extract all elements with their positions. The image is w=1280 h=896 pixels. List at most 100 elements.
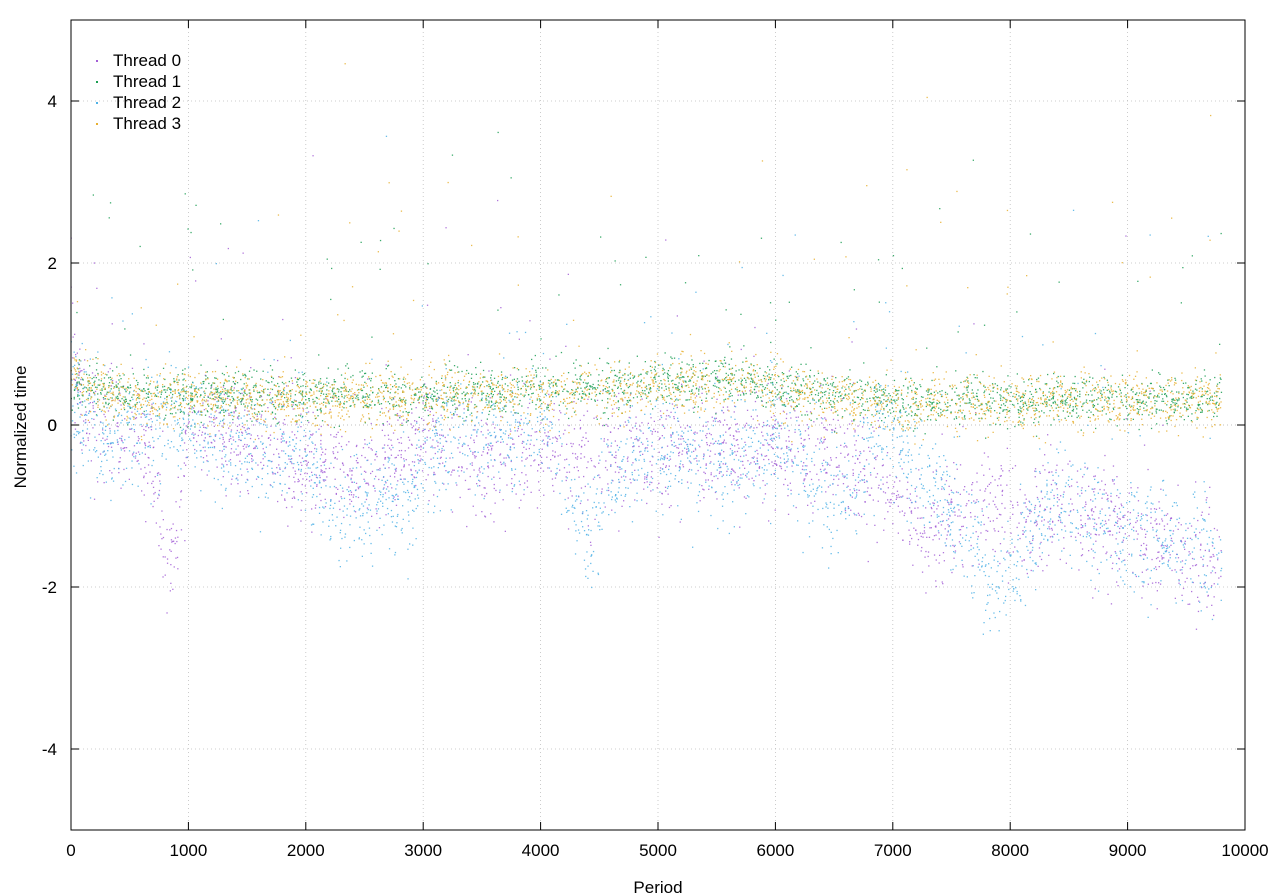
data-point [232,381,234,383]
data-point [363,478,365,480]
data-point [143,410,145,413]
data-point [267,407,269,409]
data-point [214,440,216,442]
data-point [330,434,332,436]
data-point [512,443,514,445]
data-point [490,374,492,376]
data-point [228,414,230,416]
data-point [468,400,470,403]
data-point [781,384,783,386]
data-point [645,256,647,258]
data-point [210,416,212,419]
data-point [816,473,818,475]
data-point [875,458,877,461]
data-point [377,399,380,401]
data-point [618,409,620,411]
data-point [864,390,866,392]
data-point [387,365,389,367]
data-point [471,464,473,466]
data-point [370,380,372,382]
data-point [161,510,163,512]
data-point [222,398,224,401]
data-point [1090,533,1092,535]
data-point [183,475,185,477]
data-point [253,447,255,450]
data-point [341,435,343,438]
data-point [174,389,176,391]
data-point [562,402,564,404]
data-point [1120,503,1122,505]
data-point [620,476,623,478]
data-point [904,378,907,380]
data-point [484,487,486,489]
data-point [780,428,783,430]
data-point [670,364,672,366]
data-point [786,446,788,448]
data-point [277,471,279,474]
data-point [1102,546,1104,548]
data-point [446,386,449,388]
data-point [418,397,420,399]
data-point [475,514,477,516]
data-point [1050,398,1053,400]
data-point [499,454,501,456]
data-point [144,442,146,444]
data-point [98,379,100,381]
data-point [955,417,958,420]
data-point [233,398,235,400]
data-point [1116,581,1118,583]
data-point [705,397,707,399]
data-point [227,389,229,391]
data-point [928,565,930,567]
data-point [697,376,699,378]
data-point [371,336,373,338]
data-point [233,387,235,389]
data-point [459,451,461,453]
data-point [1060,400,1062,402]
data-point [75,385,77,388]
data-point [859,379,861,381]
data-point [296,423,298,425]
data-point [578,382,580,384]
data-point [539,454,541,457]
data-point [1092,377,1094,379]
data-point [910,512,913,514]
data-point [465,416,468,418]
data-point [1218,577,1220,579]
data-point [1150,522,1152,524]
data-point [194,426,196,428]
data-point [924,433,926,435]
data-point [552,484,554,487]
data-point [1012,551,1014,553]
data-point [288,487,291,490]
data-point [505,397,507,399]
data-point [359,371,361,373]
data-point [941,433,943,435]
data-point [518,507,520,509]
data-point [234,372,237,374]
data-point [742,361,744,363]
data-point [1093,491,1095,493]
data-point [987,409,989,411]
data-point [825,428,827,431]
data-point [671,403,674,405]
data-point [823,459,825,461]
data-point [239,460,241,462]
data-point [756,397,758,399]
data-point [124,402,126,404]
data-point [907,386,909,388]
data-point [1130,487,1132,489]
data-point [137,397,139,399]
data-point [297,384,299,386]
data-point [465,400,467,402]
data-point [397,415,399,417]
data-point [102,386,104,388]
data-point [399,474,402,476]
data-point [1000,399,1002,401]
data-point [906,414,908,417]
data-point [867,487,869,489]
data-point [1029,552,1031,554]
data-point [454,393,457,395]
data-point [611,509,613,511]
data-point [1022,393,1024,395]
